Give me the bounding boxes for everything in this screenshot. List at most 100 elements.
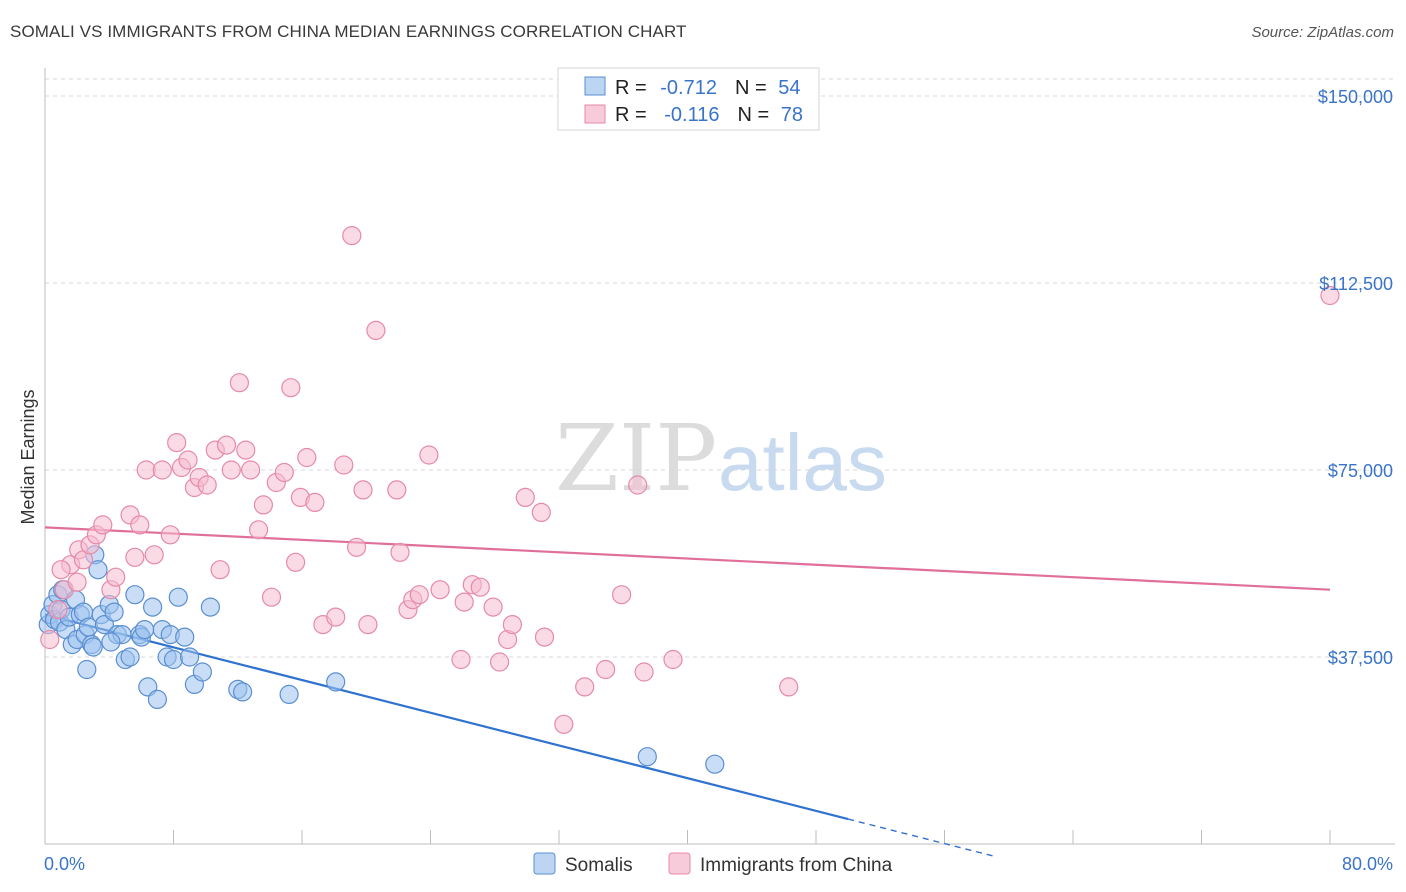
somali-point bbox=[120, 647, 140, 667]
watermark-zip: ZIP bbox=[555, 405, 717, 512]
china-point bbox=[241, 460, 261, 480]
china-point bbox=[326, 607, 346, 627]
china-point bbox=[342, 226, 362, 246]
somali-point bbox=[101, 632, 121, 652]
china-point bbox=[663, 649, 683, 670]
china-point bbox=[575, 677, 595, 697]
somali-point bbox=[180, 647, 200, 667]
china-point bbox=[390, 542, 410, 562]
china-point bbox=[490, 652, 510, 672]
china-point bbox=[454, 592, 474, 612]
somali-point bbox=[705, 754, 725, 774]
correlation-legend: R = -0.712 N = 54 R = -0.116 N = 78 bbox=[557, 67, 820, 131]
china-point bbox=[515, 487, 535, 507]
china-point bbox=[40, 629, 60, 650]
somali-point bbox=[175, 627, 195, 647]
china-point bbox=[229, 373, 249, 393]
china-point bbox=[125, 547, 145, 567]
china-point bbox=[286, 552, 306, 572]
china-point bbox=[236, 440, 256, 460]
scatter-points bbox=[38, 226, 1340, 774]
somali-point bbox=[125, 585, 145, 605]
legend-swatch-somalis bbox=[584, 76, 606, 96]
somali-point bbox=[147, 689, 167, 710]
china-point bbox=[93, 515, 113, 535]
legend-n-label-2: N = bbox=[737, 104, 774, 126]
china-point bbox=[531, 502, 551, 523]
china-point bbox=[534, 627, 555, 647]
china-point bbox=[554, 714, 574, 734]
watermark-atlas: atlas bbox=[718, 418, 887, 507]
grid-lines bbox=[45, 78, 1395, 658]
china-point bbox=[611, 585, 632, 605]
china-point bbox=[483, 597, 503, 617]
somali-point bbox=[637, 747, 657, 767]
y-tick-label: $150,000 bbox=[1318, 87, 1393, 107]
china-point bbox=[409, 585, 429, 605]
somali-point bbox=[88, 560, 108, 580]
x-tick-label-max: 80.0% bbox=[1342, 854, 1393, 874]
source-label: Source: ZipAtlas.com bbox=[1251, 24, 1394, 41]
bottom-legend-swatch-somalis bbox=[533, 852, 556, 875]
somali-point bbox=[163, 649, 184, 670]
somali-point bbox=[83, 637, 103, 657]
china-point bbox=[210, 560, 230, 580]
bottom-legend-china: Immigrants from China bbox=[700, 855, 893, 876]
china-point bbox=[353, 480, 373, 500]
china-point bbox=[249, 520, 269, 540]
bottom-legend-swatch-china bbox=[668, 852, 691, 875]
y-axis-title: Median Earnings bbox=[18, 389, 38, 524]
legend-swatch-china bbox=[584, 104, 606, 124]
legend-n-label-1: N = bbox=[735, 77, 772, 99]
y-tick-label: $37,500 bbox=[1328, 648, 1393, 668]
china-point bbox=[358, 614, 378, 635]
legend-r-label-1: R = bbox=[615, 77, 652, 99]
china-point bbox=[297, 447, 317, 468]
china-point bbox=[48, 599, 68, 620]
china-point bbox=[334, 455, 354, 475]
china-point bbox=[779, 677, 799, 697]
somali-point bbox=[143, 597, 163, 617]
somali-point bbox=[135, 619, 155, 640]
x-tick-label-min: 0.0% bbox=[44, 854, 85, 874]
legend-n-value-2: 78 bbox=[781, 104, 803, 126]
china-point bbox=[274, 462, 294, 483]
china-point bbox=[502, 614, 523, 635]
somali-point bbox=[77, 659, 97, 680]
somali-trend-extension bbox=[847, 818, 993, 857]
china-point bbox=[144, 545, 164, 565]
somali-point bbox=[233, 682, 253, 702]
china-point bbox=[160, 525, 180, 545]
somali-point bbox=[200, 597, 220, 617]
china-point bbox=[221, 460, 241, 480]
china-point bbox=[51, 560, 71, 580]
series-legend: Somalis Immigrants from China bbox=[533, 852, 893, 876]
china-point bbox=[67, 572, 87, 592]
china-point bbox=[451, 649, 471, 670]
tick-labels: $150,000 $112,500 $75,000 $37,500 0.0% 80.0% bbox=[44, 87, 1393, 874]
bottom-legend-somalis: Somalis bbox=[565, 855, 633, 876]
china-point bbox=[106, 567, 126, 587]
somali-point bbox=[279, 684, 299, 705]
china-point bbox=[430, 580, 450, 600]
somali-point bbox=[104, 602, 124, 622]
china-point bbox=[253, 495, 273, 515]
china-point bbox=[470, 577, 490, 597]
axes bbox=[44, 68, 1395, 845]
china-point bbox=[130, 515, 150, 535]
china-point bbox=[136, 460, 156, 480]
china-point bbox=[1320, 285, 1340, 306]
legend-n-value-1: 54 bbox=[778, 77, 800, 99]
china-point bbox=[152, 460, 172, 480]
china-trend-line bbox=[44, 526, 1331, 591]
legend-r-value-1: -0.712 bbox=[660, 77, 717, 99]
china-point bbox=[595, 659, 616, 680]
china-point bbox=[261, 587, 282, 607]
y-tick-label: $112,500 bbox=[1319, 274, 1393, 294]
china-point bbox=[628, 475, 648, 495]
china-point bbox=[347, 537, 367, 557]
somali-trend-line bbox=[44, 613, 849, 821]
somali-point bbox=[326, 672, 346, 692]
